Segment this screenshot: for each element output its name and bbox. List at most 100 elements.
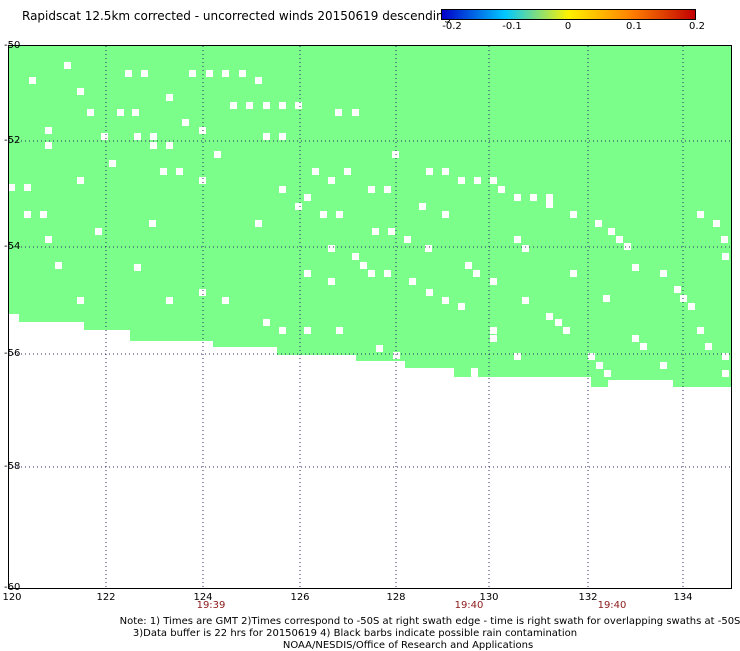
- missing-cell: [263, 102, 270, 109]
- missing-cell: [688, 303, 695, 310]
- missing-cell: [166, 297, 173, 304]
- swath-time-label: 19:40: [597, 600, 627, 611]
- missing-cell: [498, 186, 505, 193]
- missing-cell: [304, 194, 311, 201]
- missing-cell: [125, 70, 132, 77]
- missing-cell: [360, 262, 367, 269]
- missing-cell: [279, 133, 286, 140]
- missing-cell: [722, 353, 729, 360]
- missing-cell: [279, 186, 286, 193]
- missing-cell: [384, 186, 391, 193]
- longitude-label: 128: [386, 592, 406, 603]
- missing-cell: [490, 177, 497, 184]
- missing-cell: [134, 264, 141, 271]
- colorbar-label: -0.1: [502, 21, 522, 32]
- missing-cell: [160, 168, 167, 175]
- note-line-1: Note: 1) Times are GMT 2)Times correspon…: [119, 616, 740, 627]
- missing-cell: [632, 264, 639, 271]
- missing-cell: [490, 335, 497, 342]
- missing-cell: [490, 327, 497, 334]
- missing-cell: [442, 211, 449, 218]
- colorbar-label: 0.2: [689, 21, 705, 32]
- missing-cell: [312, 168, 319, 175]
- missing-cell: [458, 177, 465, 184]
- missing-cell: [722, 370, 729, 377]
- missing-cell: [352, 253, 359, 260]
- missing-cell: [77, 177, 84, 184]
- missing-cell: [458, 303, 465, 310]
- colorbar: [441, 9, 696, 20]
- missing-cell: [368, 270, 375, 277]
- missing-cell: [546, 194, 553, 201]
- missing-cell: [404, 236, 411, 243]
- missing-cell: [150, 133, 157, 140]
- missing-cell: [320, 211, 327, 218]
- latitude-label: -50: [4, 40, 21, 51]
- missing-cell: [563, 327, 570, 334]
- swath-time-label: 19:40: [454, 600, 484, 611]
- missing-cell: [328, 278, 335, 285]
- swath-area: [9, 46, 731, 387]
- swath-time-label: 19:39: [196, 600, 226, 611]
- missing-cell: [595, 220, 602, 227]
- missing-cell: [304, 327, 311, 334]
- missing-cell: [295, 203, 302, 210]
- missing-cell: [95, 228, 102, 235]
- missing-cell: [117, 109, 124, 116]
- missing-cell: [222, 297, 229, 304]
- longitude-label: 122: [96, 592, 116, 603]
- missing-cell: [246, 102, 253, 109]
- missing-cell: [384, 270, 391, 277]
- missing-cell: [344, 168, 351, 175]
- missing-cell: [425, 245, 432, 252]
- missing-cell: [372, 228, 379, 235]
- missing-cell: [632, 335, 639, 342]
- missing-cell: [109, 160, 116, 167]
- missing-cell: [77, 88, 84, 95]
- missing-cell: [376, 345, 383, 352]
- missing-cell: [45, 236, 52, 243]
- missing-cell: [570, 270, 577, 277]
- latitude-label: -52: [4, 135, 21, 146]
- missing-cell: [230, 102, 237, 109]
- missing-cell: [546, 313, 553, 320]
- missing-cell: [352, 109, 359, 116]
- missing-cell: [328, 177, 335, 184]
- note-line-2: 3)Data buffer is 22 hrs for 20150619 4) …: [132, 628, 578, 639]
- missing-cell: [546, 201, 553, 208]
- missing-cell: [596, 362, 603, 369]
- missing-cell: [722, 253, 729, 260]
- map-title: Rapidscat 12.5km corrected - uncorrected…: [22, 9, 452, 23]
- missing-cell: [40, 211, 47, 218]
- missing-cell: [29, 77, 36, 84]
- latitude-label: -58: [4, 461, 21, 472]
- longitude-label: 134: [673, 592, 693, 603]
- missing-cell: [77, 297, 84, 304]
- missing-cell: [255, 220, 262, 227]
- latitude-label: -60: [4, 582, 21, 593]
- missing-cell: [8, 184, 15, 191]
- longitude-label: 132: [578, 592, 598, 603]
- missing-cell: [279, 102, 286, 109]
- missing-cell: [522, 245, 529, 252]
- missing-cell: [55, 262, 62, 269]
- missing-cell: [279, 327, 286, 334]
- missing-cell: [166, 94, 173, 101]
- missing-cell: [721, 236, 728, 243]
- longitude-label: 130: [479, 592, 499, 603]
- missing-cell: [465, 262, 472, 269]
- missing-cell: [490, 278, 497, 285]
- missing-cell: [24, 184, 31, 191]
- missing-cell: [426, 289, 433, 296]
- missing-cell: [514, 194, 521, 201]
- missing-cell: [263, 319, 270, 326]
- missing-cell: [24, 211, 31, 218]
- missing-cell: [705, 343, 712, 350]
- missing-cell: [368, 186, 375, 193]
- longitude-label: 126: [290, 592, 310, 603]
- latitude-label: -56: [4, 348, 21, 359]
- missing-cell: [206, 70, 213, 77]
- missing-cell: [336, 327, 343, 334]
- missing-cell: [514, 236, 521, 243]
